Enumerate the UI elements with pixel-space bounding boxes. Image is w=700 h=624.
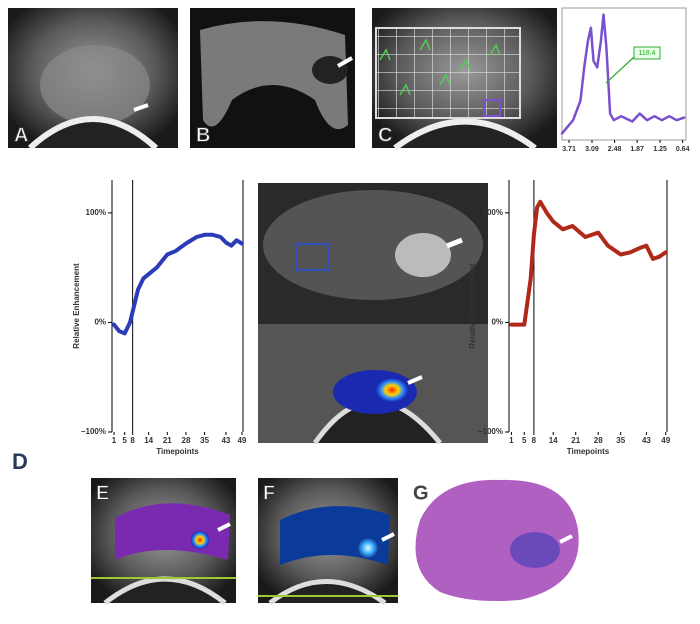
x-axis-label: Timepoints: [156, 447, 199, 456]
data-line: [112, 232, 244, 336]
x-tick-label: 28: [182, 436, 191, 445]
annotation-box: [633, 46, 661, 60]
y-tick-label: 100%: [86, 208, 106, 217]
panel-label: F: [263, 482, 275, 504]
x-tick-label: 5: [122, 436, 127, 445]
x-tick-label: 1: [509, 436, 514, 445]
panel-label: A: [14, 124, 28, 146]
y-axis-label: Relative Enhancement: [72, 263, 81, 349]
data-line: [509, 199, 668, 327]
panel-e: E: [91, 478, 236, 605]
y-tick-label: 0%: [94, 318, 106, 327]
x-axis-label: Timepoints: [567, 447, 610, 456]
y-tick-label: 0%: [491, 318, 503, 327]
x-tick-label: 14: [144, 436, 153, 445]
x-tick-label: 43: [221, 436, 230, 445]
panel-label: G: [413, 482, 429, 504]
x-tick-label: 35: [200, 436, 209, 445]
x-tick-label: 5: [522, 436, 527, 445]
x-tick-label: 21: [571, 436, 580, 445]
panel-label: E: [96, 482, 109, 504]
x-tick-label: 35: [616, 436, 625, 445]
y-tick-label: −100%: [478, 427, 503, 436]
x-tick-label: 28: [594, 436, 603, 445]
x-tick-label: 14: [549, 436, 558, 445]
x-tick-label: 43: [642, 436, 651, 445]
x-tick-label: 49: [237, 436, 246, 445]
x-tick-label: 8: [532, 436, 537, 445]
x-tick-label: 1.87: [630, 146, 644, 153]
annotation: 118.4: [639, 50, 656, 57]
x-tick-label: 1.25: [653, 146, 667, 153]
panel-a: A: [8, 8, 178, 151]
x-tick-label: 49: [661, 436, 670, 445]
panel-label: C: [378, 124, 392, 146]
plot-area: [561, 7, 687, 141]
y-axis-label: Relative Enhancement: [468, 263, 477, 349]
panel-label: D: [12, 449, 28, 474]
x-tick-label: 1: [112, 436, 117, 445]
panel-f: F: [258, 478, 398, 606]
x-tick-label: 0.64: [676, 146, 690, 153]
panel-c: C: [372, 8, 557, 151]
x-tick-label: 3.09: [585, 146, 599, 153]
y-tick-label: 100%: [483, 208, 503, 217]
y-tick-label: −100%: [81, 427, 106, 436]
x-tick-label: 21: [163, 436, 172, 445]
x-tick-label: 3.71: [562, 146, 576, 153]
panel-b: B: [190, 8, 355, 148]
x-tick-label: 2.48: [608, 146, 622, 153]
panel-center: [258, 183, 488, 445]
x-tick-label: 8: [130, 436, 135, 445]
panel-g: G: [413, 479, 579, 601]
annotation-arrow: [605, 56, 635, 84]
panel-label: B: [196, 124, 210, 146]
